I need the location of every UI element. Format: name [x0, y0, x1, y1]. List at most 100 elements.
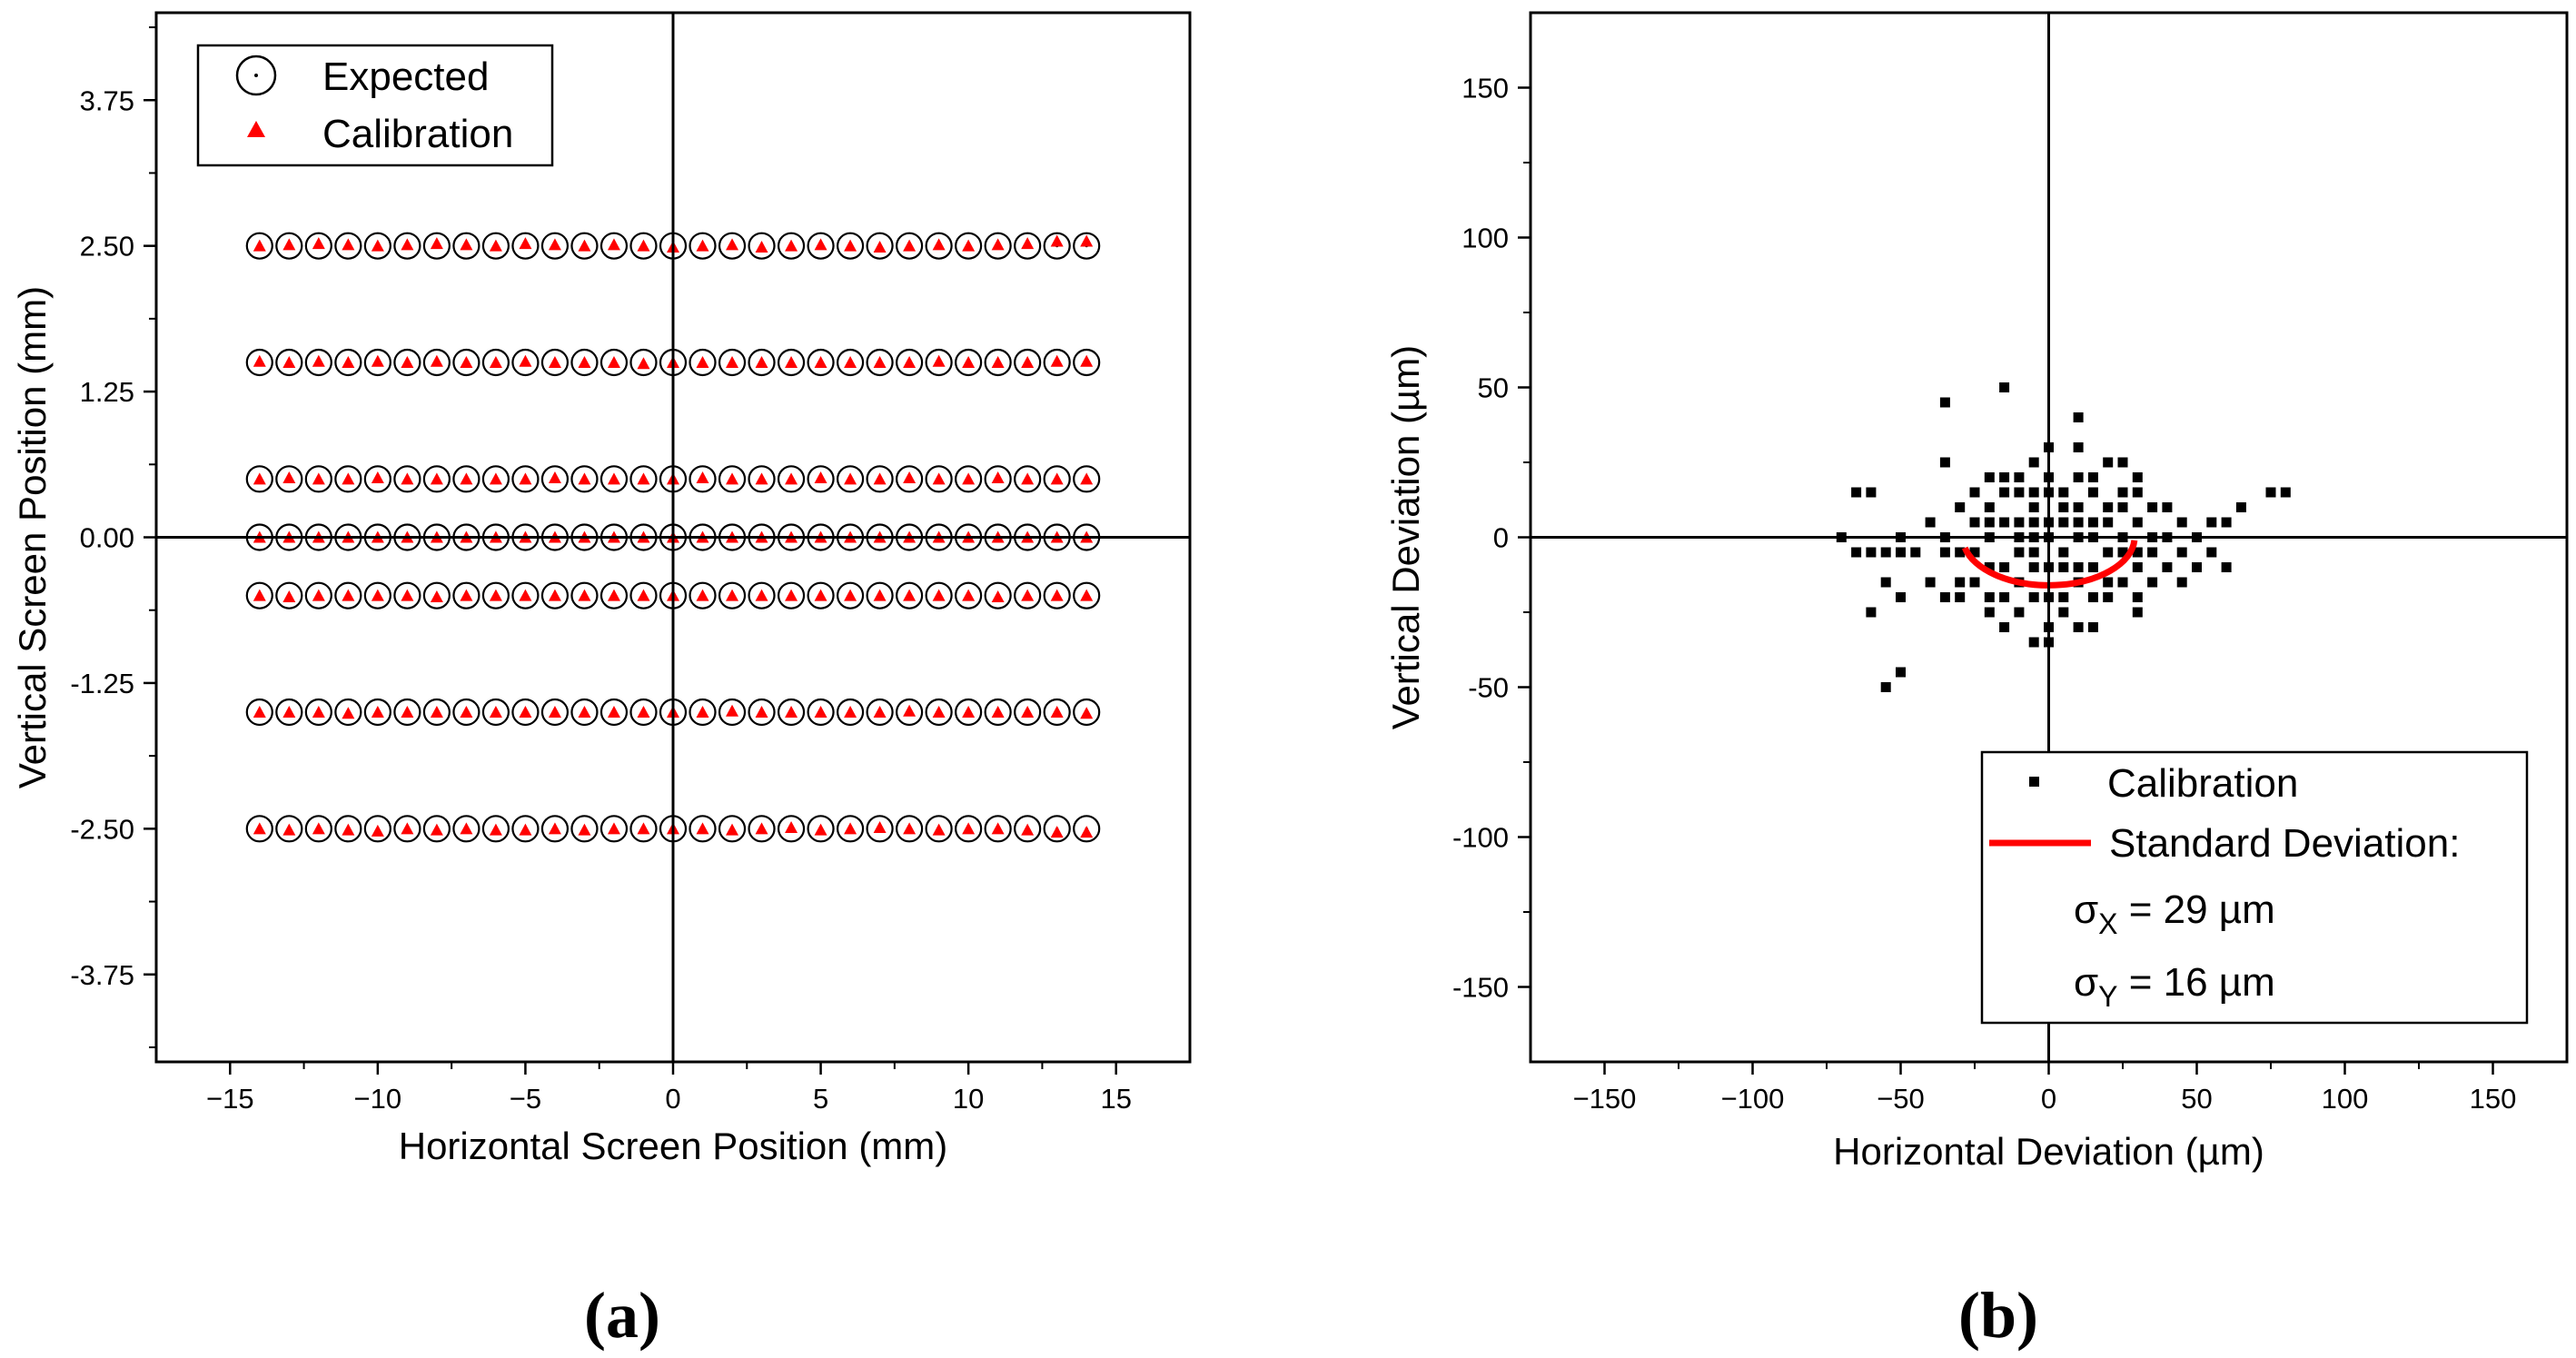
- calibration-deviation-point: [2028, 457, 2039, 468]
- calibration-point: [1080, 234, 1094, 247]
- expected-point: [245, 232, 273, 260]
- calibration-deviation-point: [2028, 547, 2039, 558]
- calibration-point: [726, 589, 739, 601]
- calibration-deviation-point: [2132, 487, 2143, 498]
- calibration-point: [312, 706, 325, 718]
- expected-point: [363, 232, 391, 260]
- calibration-point: [844, 356, 857, 368]
- expected-point: [629, 698, 658, 727]
- calibration-point: [844, 706, 857, 718]
- x-tick-label: 15: [1100, 1083, 1131, 1115]
- expected-point: [748, 581, 776, 610]
- expected-point: [452, 232, 481, 260]
- expected-point: [452, 815, 481, 843]
- calibration-deviation-point: [2117, 457, 2128, 468]
- calibration-deviation-point: [2176, 547, 2187, 558]
- panel-b-label: (b): [1958, 1279, 2038, 1352]
- calibration-point: [578, 589, 591, 601]
- expected-point: [334, 698, 362, 727]
- expected-point: [807, 348, 835, 377]
- calibration-deviation-point: [2014, 517, 2025, 528]
- calibration-point: [785, 589, 798, 601]
- x-tick-label: −5: [510, 1083, 541, 1115]
- calibration-point: [282, 471, 296, 484]
- expected-point: [1014, 581, 1042, 610]
- expected-point: [275, 465, 303, 493]
- calibration-point: [755, 356, 768, 368]
- calibration-point: [962, 472, 976, 485]
- calibration-point: [282, 356, 296, 368]
- legend-b-calibration-label: Calibration: [2107, 761, 2298, 806]
- calibration-point: [519, 706, 532, 718]
- panel-b-ticks: −150 −100 −50 0 50 100 150 150 100 50 0 -50 -100 -150: [1452, 73, 2516, 1115]
- expected-point: [1073, 698, 1101, 727]
- calibration-deviation-point: [2117, 502, 2128, 512]
- expected-point: [393, 232, 421, 260]
- expected-point: [896, 815, 924, 843]
- expected-point: [748, 815, 776, 843]
- calibration-deviation-point: [1969, 517, 1980, 528]
- calibration-point: [312, 589, 325, 601]
- expected-point: [393, 581, 421, 610]
- expected-point: [1014, 698, 1042, 727]
- expected-point: [363, 465, 391, 493]
- calibration-point: [253, 472, 266, 485]
- x-tick-label: −15: [206, 1083, 254, 1115]
- expected-point: [984, 815, 1012, 843]
- calibration-point: [519, 823, 532, 836]
- expected-point: [275, 348, 303, 377]
- expected-point: [422, 698, 451, 727]
- expected-point: [748, 465, 776, 493]
- expected-point: [807, 815, 835, 843]
- calibration-point: [607, 356, 620, 368]
- calibration-point: [903, 822, 916, 835]
- calibration-point: [607, 472, 620, 485]
- calibration-point: [548, 238, 561, 251]
- panel-a-y-axis-title: Vertical Screen Position (mm): [11, 286, 54, 788]
- calibration-deviation-point: [2073, 472, 2084, 482]
- calibration-point: [489, 823, 502, 836]
- calibration-deviation-point: [2235, 502, 2246, 512]
- expected-point: [984, 465, 1012, 493]
- calibration-deviation-point: [2087, 517, 2098, 528]
- expected-point: [393, 815, 421, 843]
- calibration-deviation-point: [2058, 592, 2069, 602]
- calibration-point: [460, 706, 473, 718]
- expected-point: [689, 348, 717, 377]
- calibration-deviation-point: [2073, 502, 2084, 512]
- calibration-point: [932, 472, 946, 485]
- calibration-point: [903, 589, 916, 601]
- calibration-deviation-point: [1999, 517, 2010, 528]
- calibration-point: [873, 356, 887, 368]
- expected-point: [570, 348, 599, 377]
- y-tick-label: 1.25: [80, 376, 134, 408]
- calibration-deviation-point: [1866, 487, 1877, 498]
- expected-point: [511, 815, 540, 843]
- calibration-point: [371, 239, 384, 252]
- expected-point: [275, 232, 303, 260]
- calibration-deviation-point: [1984, 472, 1995, 482]
- calibration-deviation-point: [2132, 592, 2143, 602]
- calibration-deviation-point: [2058, 502, 2069, 512]
- calibration-point: [814, 471, 827, 484]
- expected-point: [896, 698, 924, 727]
- calibration-point: [253, 354, 266, 367]
- expected-point: [599, 815, 629, 843]
- calibration-point: [1050, 826, 1064, 838]
- calibration-point: [637, 822, 650, 835]
- y-tick-label: 50: [1478, 372, 1509, 404]
- expected-point: [689, 232, 717, 260]
- calibration-point: [903, 471, 916, 484]
- calibration-deviation-point: [2028, 637, 2039, 648]
- calibration-deviation-point: [1851, 547, 1862, 558]
- calibration-point: [962, 239, 976, 252]
- calibration-deviation-point: [1955, 592, 1966, 602]
- calibration-point: [696, 706, 709, 718]
- expected-point: [570, 698, 599, 727]
- y-tick-label: -150: [1452, 972, 1509, 1004]
- calibration-point: [430, 237, 443, 250]
- expected-point: [452, 348, 481, 377]
- calibration-point: [282, 706, 296, 718]
- panel-a-ticks: −15 −10 −5 0 5 10 15 3.75 2.50 1.25 0.00 -1.25 -2.50…: [70, 26, 1132, 1115]
- calibration-deviation-point: [2087, 562, 2098, 572]
